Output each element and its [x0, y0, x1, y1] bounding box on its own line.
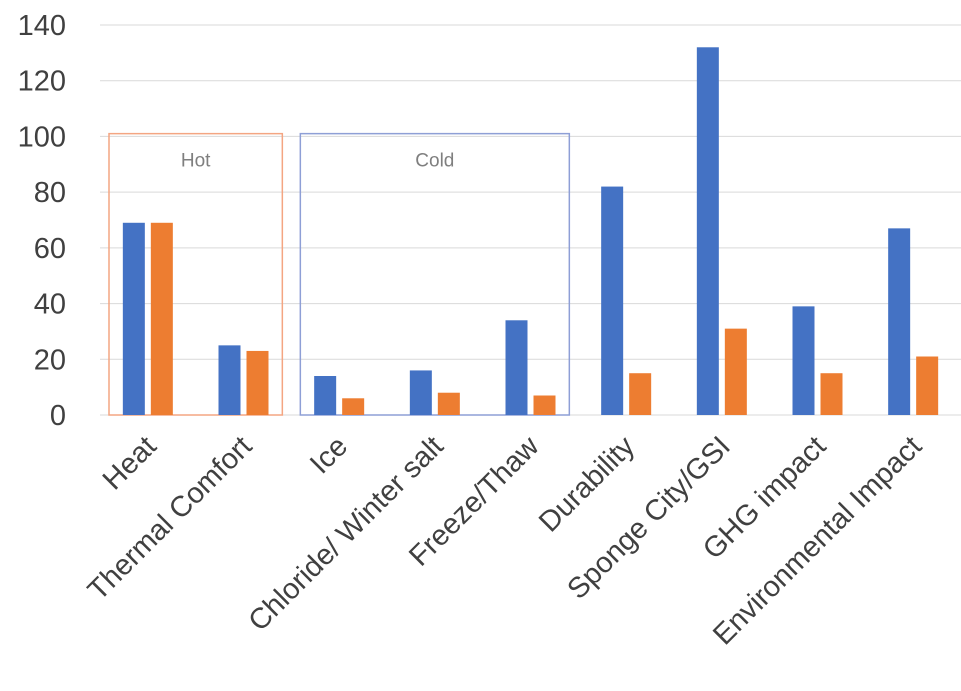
y-tick-label: 80 [34, 177, 66, 209]
y-tick-label: 120 [18, 66, 66, 98]
y-tick-label: 20 [34, 344, 66, 376]
bar-series-2 [533, 395, 556, 415]
bar-series-2 [342, 398, 365, 415]
bar-series-1 [314, 376, 337, 415]
bar-series-2 [150, 222, 173, 415]
bar-series-1 [122, 222, 145, 415]
bar-series-1 [409, 370, 432, 415]
bar-series-1 [888, 228, 911, 415]
x-category-label: Heat [97, 430, 163, 496]
y-tick-label: 40 [34, 289, 66, 321]
y-tick-label: 100 [18, 121, 66, 153]
annotation-label: Cold [415, 151, 454, 172]
bar-series-1 [218, 345, 241, 415]
x-category-label: Thermal Comfort [82, 430, 258, 606]
x-category-label: Sponge City/GSI [561, 430, 736, 605]
annotation-box [299, 132, 571, 416]
bar-series-1 [696, 47, 719, 416]
gridlines [100, 24, 961, 416]
bar-series-2 [246, 350, 269, 415]
bar-series-2 [724, 328, 747, 415]
bar-series-2 [629, 373, 652, 415]
y-axis-tick-labels: 0 20 40 60 80 100 120 140 [18, 10, 66, 432]
bar-series-1 [601, 186, 624, 415]
y-tick-label: 60 [34, 233, 66, 265]
annotation-box [108, 132, 284, 416]
bars [122, 47, 939, 416]
y-tick-label: 0 [50, 400, 66, 432]
x-category-label: Ice [304, 430, 354, 480]
bar-series-1 [792, 306, 815, 415]
bar-series-2 [820, 373, 843, 415]
bar-series-2 [437, 392, 460, 415]
annotation-label: Hot [181, 151, 211, 172]
y-tick-label: 140 [18, 10, 66, 42]
bar-series-1 [505, 320, 528, 415]
category-group-boxes: Hot Cold [108, 132, 571, 416]
bar-series-2 [916, 356, 939, 415]
